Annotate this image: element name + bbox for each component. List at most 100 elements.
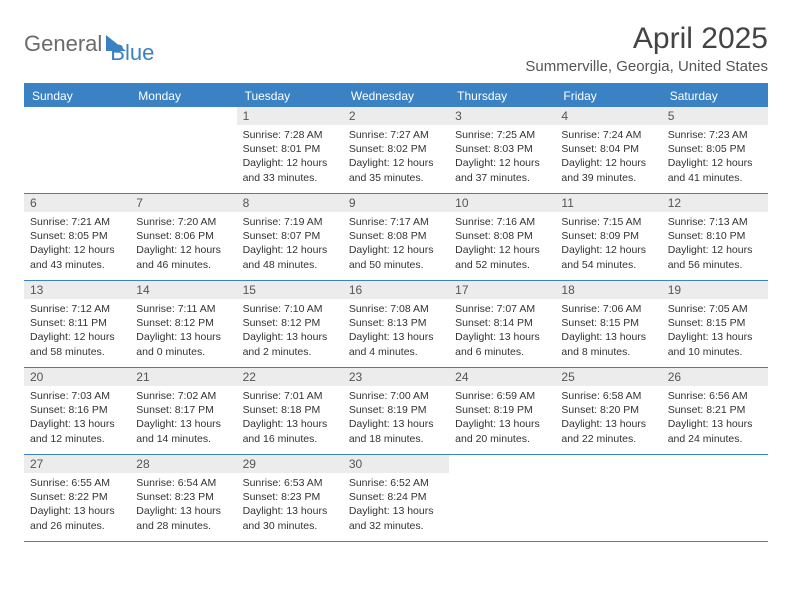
day-number: 13 [24, 281, 130, 299]
week-row: 6 Sunrise: 7:21 AMSunset: 8:05 PMDaylight… [24, 194, 768, 281]
day-info: Sunrise: 7:27 AMSunset: 8:02 PMDaylight:… [349, 128, 443, 185]
day-cell: 30 Sunrise: 6:52 AMSunset: 8:24 PMDayligh… [343, 455, 449, 541]
empty-day-cell [449, 455, 555, 541]
weekday-header: Friday [555, 84, 661, 107]
day-info: Sunrise: 6:52 AMSunset: 8:24 PMDaylight:… [349, 476, 443, 533]
day-number: 4 [555, 107, 661, 125]
day-number: 1 [237, 107, 343, 125]
day-number: 15 [237, 281, 343, 299]
weekday-header: Saturday [662, 84, 768, 107]
day-number: 14 [130, 281, 236, 299]
day-number: 22 [237, 368, 343, 386]
day-number: 24 [449, 368, 555, 386]
day-number: 7 [130, 194, 236, 212]
day-cell: 2 Sunrise: 7:27 AMSunset: 8:02 PMDaylight… [343, 107, 449, 193]
day-cell: 13Sunrise: 7:12 AMSunset: 8:11 PMDayligh… [24, 281, 130, 367]
day-number: 25 [555, 368, 661, 386]
day-cell: 17Sunrise: 7:07 AMSunset: 8:14 PMDayligh… [449, 281, 555, 367]
day-info: Sunrise: 7:19 AMSunset: 8:07 PMDaylight:… [243, 215, 337, 272]
empty-day-cell [130, 107, 236, 193]
day-info: Sunrise: 7:20 AMSunset: 8:06 PMDaylight:… [136, 215, 230, 272]
week-row: 27Sunrise: 6:55 AMSunset: 8:22 PMDayligh… [24, 455, 768, 542]
day-number: 19 [662, 281, 768, 299]
day-info: Sunrise: 7:28 AMSunset: 8:01 PMDaylight:… [243, 128, 337, 185]
day-cell: 27Sunrise: 6:55 AMSunset: 8:22 PMDayligh… [24, 455, 130, 541]
day-number: 30 [343, 455, 449, 473]
week-row: 13Sunrise: 7:12 AMSunset: 8:11 PMDayligh… [24, 281, 768, 368]
day-number: 20 [24, 368, 130, 386]
day-cell: 26 Sunrise: 6:56 AMSunset: 8:21 PMDayligh… [662, 368, 768, 454]
day-cell: 4 Sunrise: 7:24 AMSunset: 8:04 PMDaylight… [555, 107, 661, 193]
day-cell: 24 Sunrise: 6:59 AMSunset: 8:19 PMDayligh… [449, 368, 555, 454]
day-info: Sunrise: 7:16 AMSunset: 8:08 PMDaylight:… [455, 215, 549, 272]
day-info: Sunrise: 7:10 AMSunset: 8:12 PMDaylight:… [243, 302, 337, 359]
day-cell: 6 Sunrise: 7:21 AMSunset: 8:05 PMDaylight… [24, 194, 130, 280]
day-cell: 23Sunrise: 7:00 AMSunset: 8:19 PMDayligh… [343, 368, 449, 454]
day-number: 17 [449, 281, 555, 299]
day-info: Sunrise: 7:02 AMSunset: 8:17 PMDaylight:… [136, 389, 230, 446]
weekday-header: Wednesday [343, 84, 449, 107]
day-info: Sunrise: 7:05 AMSunset: 8:15 PMDaylight:… [668, 302, 762, 359]
logo-text-blue: Blue [110, 40, 154, 66]
day-info: Sunrise: 7:25 AMSunset: 8:03 PMDaylight:… [455, 128, 549, 185]
day-number: 3 [449, 107, 555, 125]
day-cell: 16 Sunrise: 7:08 AMSunset: 8:13 PMDayligh… [343, 281, 449, 367]
day-info: Sunrise: 6:59 AMSunset: 8:19 PMDaylight:… [455, 389, 549, 446]
logo: General Blue [24, 22, 154, 66]
day-info: Sunrise: 7:03 AMSunset: 8:16 PMDaylight:… [30, 389, 124, 446]
day-number: 18 [555, 281, 661, 299]
day-number: 26 [662, 368, 768, 386]
day-info: Sunrise: 7:08 AMSunset: 8:13 PMDaylight:… [349, 302, 443, 359]
day-info: Sunrise: 6:54 AMSunset: 8:23 PMDaylight:… [136, 476, 230, 533]
empty-day-cell [555, 455, 661, 541]
weekday-header: Sunday [24, 84, 130, 107]
day-info: Sunrise: 7:06 AMSunset: 8:15 PMDaylight:… [561, 302, 655, 359]
day-info: Sunrise: 6:55 AMSunset: 8:22 PMDaylight:… [30, 476, 124, 533]
day-cell: 3 Sunrise: 7:25 AMSunset: 8:03 PMDaylight… [449, 107, 555, 193]
day-cell: 11Sunrise: 7:15 AMSunset: 8:09 PMDayligh… [555, 194, 661, 280]
day-number: 8 [237, 194, 343, 212]
day-info: Sunrise: 7:11 AMSunset: 8:12 PMDaylight:… [136, 302, 230, 359]
day-number: 5 [662, 107, 768, 125]
weekday-header: Monday [130, 84, 236, 107]
empty-day-cell [662, 455, 768, 541]
day-cell: 8 Sunrise: 7:19 AMSunset: 8:07 PMDaylight… [237, 194, 343, 280]
week-row: 1 Sunrise: 7:28 AMSunset: 8:01 PMDaylight… [24, 107, 768, 194]
day-info: Sunrise: 7:24 AMSunset: 8:04 PMDaylight:… [561, 128, 655, 185]
day-cell: 12 Sunrise: 7:13 AMSunset: 8:10 PMDayligh… [662, 194, 768, 280]
day-cell: 10 Sunrise: 7:16 AMSunset: 8:08 PMDayligh… [449, 194, 555, 280]
day-info: Sunrise: 7:21 AMSunset: 8:05 PMDaylight:… [30, 215, 124, 272]
weeks-container: 1 Sunrise: 7:28 AMSunset: 8:01 PMDaylight… [24, 107, 768, 542]
weekday-header: Thursday [449, 84, 555, 107]
day-number: 6 [24, 194, 130, 212]
day-info: Sunrise: 7:17 AMSunset: 8:08 PMDaylight:… [349, 215, 443, 272]
day-cell: 19 Sunrise: 7:05 AMSunset: 8:15 PMDayligh… [662, 281, 768, 367]
page-title: April 2025 [525, 22, 768, 56]
weekday-header-row: SundayMondayTuesdayWednesdayThursdayFrid… [24, 84, 768, 107]
day-number: 2 [343, 107, 449, 125]
day-number: 21 [130, 368, 236, 386]
day-number: 16 [343, 281, 449, 299]
day-cell: 9 Sunrise: 7:17 AMSunset: 8:08 PMDaylight… [343, 194, 449, 280]
day-cell: 28 Sunrise: 6:54 AMSunset: 8:23 PMDayligh… [130, 455, 236, 541]
day-number: 9 [343, 194, 449, 212]
day-cell: 29Sunrise: 6:53 AMSunset: 8:23 PMDayligh… [237, 455, 343, 541]
day-number: 10 [449, 194, 555, 212]
day-info: Sunrise: 7:23 AMSunset: 8:05 PMDaylight:… [668, 128, 762, 185]
day-info: Sunrise: 7:15 AMSunset: 8:09 PMDaylight:… [561, 215, 655, 272]
day-cell: 1 Sunrise: 7:28 AMSunset: 8:01 PMDaylight… [237, 107, 343, 193]
day-info: Sunrise: 7:13 AMSunset: 8:10 PMDaylight:… [668, 215, 762, 272]
day-info: Sunrise: 6:56 AMSunset: 8:21 PMDaylight:… [668, 389, 762, 446]
day-info: Sunrise: 7:01 AMSunset: 8:18 PMDaylight:… [243, 389, 337, 446]
day-cell: 15 Sunrise: 7:10 AMSunset: 8:12 PMDayligh… [237, 281, 343, 367]
header-bar: General Blue April 2025 Summerville, Geo… [24, 22, 768, 75]
day-cell: 18 Sunrise: 7:06 AMSunset: 8:15 PMDayligh… [555, 281, 661, 367]
day-cell: 5 Sunrise: 7:23 AMSunset: 8:05 PMDaylight… [662, 107, 768, 193]
day-number: 12 [662, 194, 768, 212]
day-info: Sunrise: 6:53 AMSunset: 8:23 PMDaylight:… [243, 476, 337, 533]
weekday-header: Tuesday [237, 84, 343, 107]
location-text: Summerville, Georgia, United States [525, 58, 768, 75]
title-block: April 2025 Summerville, Georgia, United … [525, 22, 768, 75]
day-cell: 14 Sunrise: 7:11 AMSunset: 8:12 PMDayligh… [130, 281, 236, 367]
day-number: 28 [130, 455, 236, 473]
